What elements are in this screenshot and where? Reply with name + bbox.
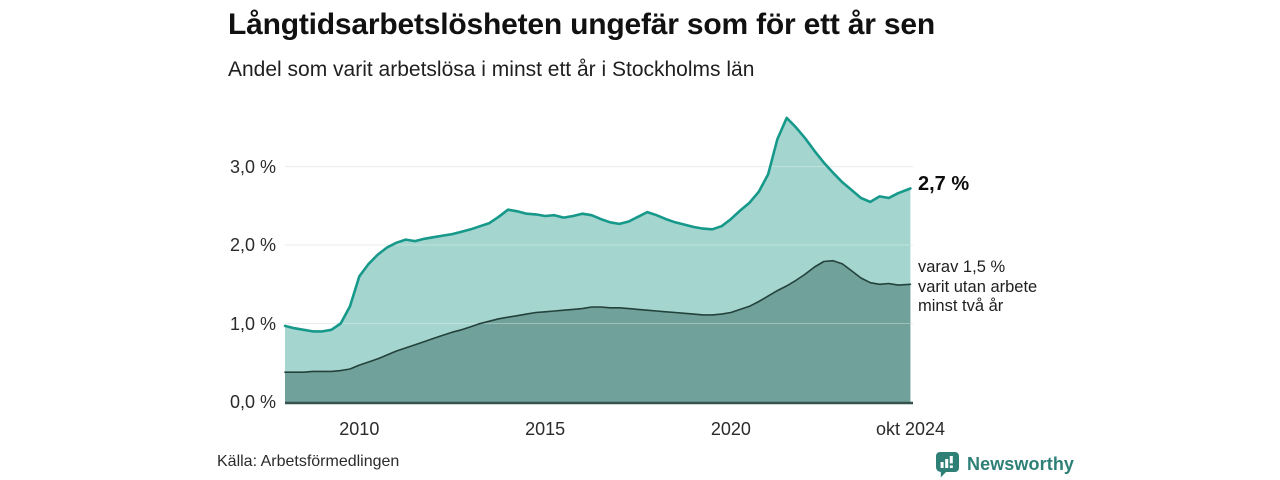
subseries-annotation-line: minst två år [918,297,1004,315]
subseries-annotation-line: varit utan arbete [918,277,1038,296]
x-tick-label: 2020 [710,419,751,439]
brand-name: Newsworthy [967,453,1075,474]
area-min-two-years [285,260,911,402]
source-caption: Källa: Arbetsförmedlingen [217,453,400,470]
x-tick-label: 2010 [339,419,380,439]
y-tick-label: 3,0 % [229,156,276,177]
y-tick-label: 1,0 % [229,313,276,334]
chart-subtitle: Andel som varit arbetslösa i minst ett å… [228,58,755,81]
y-tick-label: 0,0 % [229,392,276,412]
end-value-label: 2,7 % [918,173,970,195]
x-tick-label: 2015 [525,419,566,439]
newsworthy-logo-icon [936,451,959,477]
brand-logo: Newsworthy [936,450,1074,478]
x-tick-label: okt 2024 [875,419,946,439]
page-title: Långtidsarbetslösheten ungefär som för e… [228,8,936,41]
line-min-two-years [284,259,912,373]
line-min-one-year [283,116,912,333]
subseries-annotation: varav 1,5 % varit utan arbete minst två … [918,258,1078,317]
y-tick-label: 2,0 % [229,235,276,256]
subseries-annotation-line: varav 1,5 % [918,258,1006,276]
